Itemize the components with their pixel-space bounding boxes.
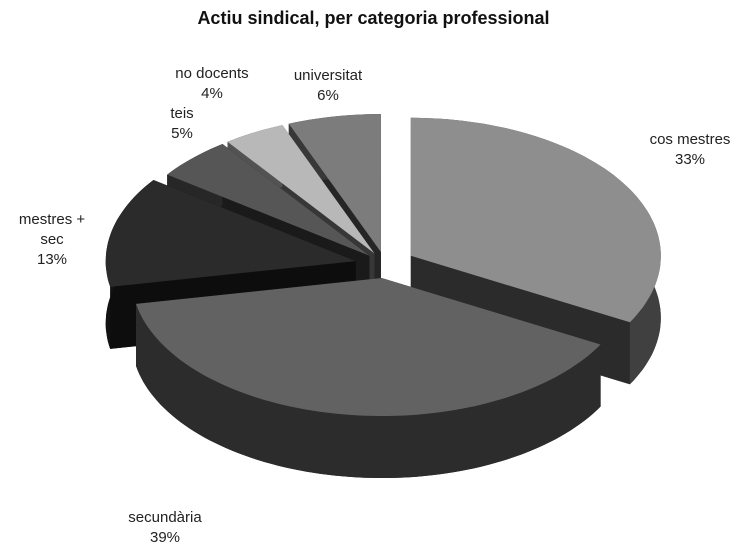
slice-label: cos mestres 33%: [630, 130, 747, 170]
slice-label: universitat 6%: [268, 66, 388, 106]
category-label: secundària: [128, 509, 202, 526]
slice-label: secundària 39%: [105, 508, 225, 548]
category-label: mestres + sec: [18, 211, 86, 248]
slice-top: [136, 278, 601, 416]
pie-slice: [136, 278, 601, 478]
value-label: 33%: [674, 151, 706, 168]
category-label: universitat: [293, 67, 363, 84]
value-label: 5%: [171, 125, 193, 142]
slice-top: [410, 117, 661, 323]
value-label: 13%: [36, 251, 68, 268]
category-label: teis: [170, 105, 194, 122]
slice-top: [227, 125, 375, 254]
slice-label: mestres + sec 13%: [7, 210, 97, 270]
value-label: 39%: [149, 529, 181, 546]
category-label: cos mestres: [649, 131, 731, 148]
slice-top: [167, 144, 370, 256]
chart-title: Actiu sindical, per categoria profession…: [197, 8, 550, 28]
slice-wall: [136, 303, 601, 478]
slice-label: teis 5%: [122, 104, 242, 144]
slice-top: [288, 114, 381, 252]
category-label: no docents: [175, 65, 249, 82]
slice-top: [105, 180, 356, 287]
slice-label: no docents 4%: [152, 64, 272, 104]
value-label: 4%: [201, 85, 223, 102]
value-label: 6%: [317, 87, 339, 104]
